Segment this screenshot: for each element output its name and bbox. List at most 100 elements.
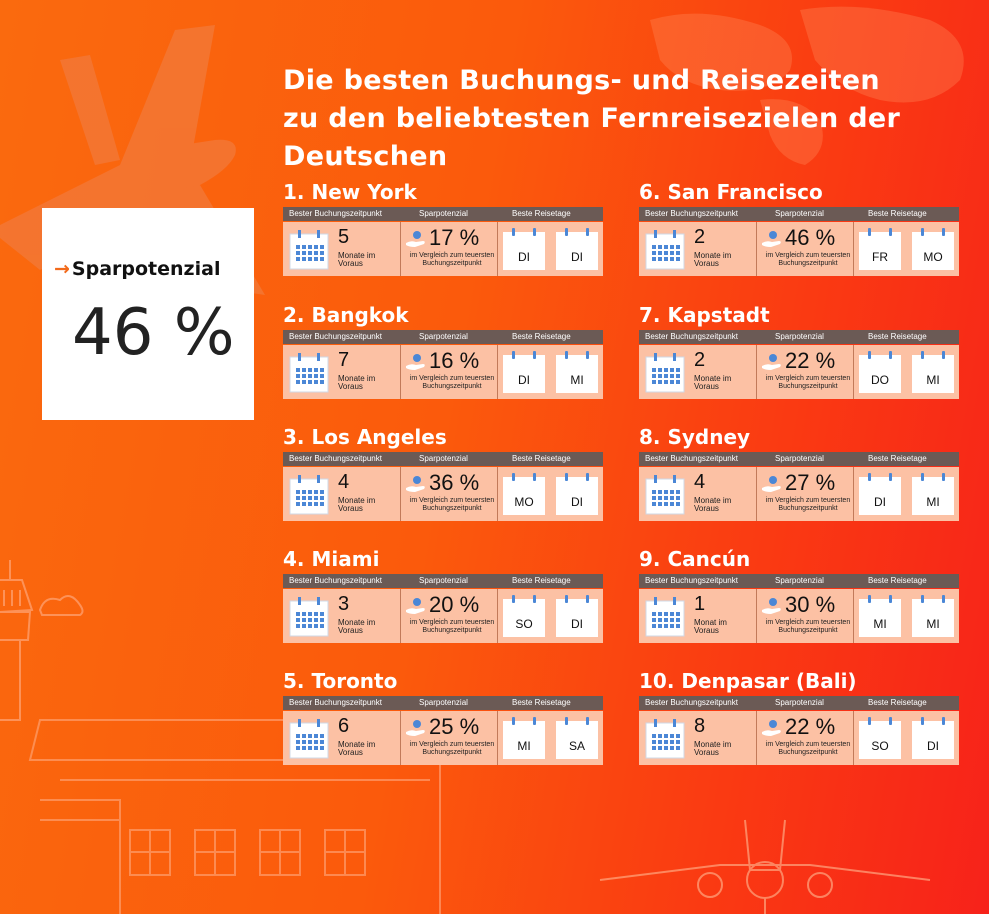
card-body: 6 Monate im Voraus 25 % im Vergleich zum… (283, 711, 603, 765)
column-header-bar: Bester Buchungszeitpunkt Sparpotenzial B… (639, 330, 959, 344)
day-calendar-icon: DI (912, 717, 954, 759)
column-header-bar: Bester Buchungszeitpunkt Sparpotenzial B… (283, 574, 603, 588)
header-savings: Sparpotenzial (419, 332, 468, 341)
months-value: 4 (338, 471, 350, 493)
savings-percent: 20 % (429, 592, 480, 617)
destination-name: 10. Denpasar (Bali) (639, 669, 857, 693)
calendar-icon (645, 475, 685, 515)
travel-day-2: DI (571, 495, 583, 509)
day-calendar-icon: MO (503, 473, 545, 515)
header-days: Beste Reisetage (512, 209, 571, 218)
hand-coin-icon (762, 231, 781, 247)
header-days: Beste Reisetage (868, 454, 927, 463)
column-header-bar: Bester Buchungszeitpunkt Sparpotenzial B… (639, 574, 959, 588)
day-calendar-icon: DI (556, 595, 598, 637)
header-booking: Bester Buchungszeitpunkt (289, 454, 382, 463)
travel-day-2: MI (926, 495, 940, 509)
destination-name: 6. San Francisco (639, 180, 823, 204)
header-savings: Sparpotenzial (775, 454, 824, 463)
world-map-illustration (650, 6, 964, 165)
divider (853, 345, 854, 399)
savings-percent-label: im Vergleich zum teuersten Buchungszeitp… (409, 497, 495, 512)
divider (400, 222, 401, 276)
title-line: Deutschen (283, 141, 448, 172)
divider (853, 467, 854, 521)
card-body: 2 Monate im Voraus 46 % im Vergleich zum… (639, 222, 959, 276)
calendar-icon (289, 597, 329, 637)
months-label: Monate im Voraus (694, 740, 732, 757)
travel-day-2: DI (571, 250, 583, 264)
travel-day-1: SO (871, 739, 889, 753)
savings-percent: 27 % (785, 470, 836, 495)
travel-day-1: DI (874, 495, 886, 509)
hand-coin-icon (762, 476, 781, 492)
header-booking: Bester Buchungszeitpunkt (289, 698, 382, 707)
page-title: Die besten Buchungs- und Reisezeiten zu … (283, 62, 900, 176)
title-line: Die besten Buchungs- und Reisezeiten (283, 65, 880, 96)
divider (756, 222, 757, 276)
hand-coin-icon (406, 476, 425, 492)
savings-percent: 17 % (429, 225, 480, 250)
divider (756, 345, 757, 399)
header-savings: Sparpotenzial (775, 576, 824, 585)
hand-coin-icon (762, 720, 781, 736)
divider (400, 711, 401, 765)
header-days: Beste Reisetage (868, 332, 927, 341)
savings-percent-label: im Vergleich zum teuersten Buchungszeitp… (765, 741, 851, 756)
divider (756, 467, 757, 521)
day-calendar-icon: MI (556, 351, 598, 393)
savings-percent: 36 % (429, 470, 480, 495)
destination-name: 3. Los Angeles (283, 425, 447, 449)
hand-coin-icon (762, 598, 781, 614)
header-savings: Sparpotenzial (775, 698, 824, 707)
months-label: Monat im Voraus (694, 618, 727, 635)
months-value: 2 (694, 226, 706, 248)
day-calendar-icon: MI (912, 473, 954, 515)
divider (497, 711, 498, 765)
day-calendar-icon: SA (556, 717, 598, 759)
day-calendar-icon: DI (556, 228, 598, 270)
header-booking: Bester Buchungszeitpunkt (645, 332, 738, 341)
travel-day-1: MI (873, 617, 887, 631)
travel-day-2: MI (926, 373, 940, 387)
divider (853, 222, 854, 276)
travel-day-1: SO (515, 617, 533, 631)
divider (497, 345, 498, 399)
savings-percent-label: im Vergleich zum teuersten Buchungszeitp… (409, 252, 495, 267)
savings-percent-label: im Vergleich zum teuersten Buchungszeitp… (765, 252, 851, 267)
column-header-bar: Bester Buchungszeitpunkt Sparpotenzial B… (283, 696, 603, 710)
calendar-icon (645, 353, 685, 393)
divider (400, 345, 401, 399)
card-body: 7 Monate im Voraus 16 % im Vergleich zum… (283, 345, 603, 399)
day-calendar-icon: SO (503, 595, 545, 637)
divider (853, 711, 854, 765)
travel-day-2: DI (927, 739, 939, 753)
day-calendar-icon: SO (859, 717, 901, 759)
months-label: Monate im Voraus (338, 374, 376, 391)
months-label: Monate im Voraus (694, 496, 732, 513)
savings-percent: 25 % (429, 714, 480, 739)
calendar-icon (645, 230, 685, 270)
column-header-bar: Bester Buchungszeitpunkt Sparpotenzial B… (283, 452, 603, 466)
divider (497, 467, 498, 521)
savings-percent-label: im Vergleich zum teuersten Buchungszeitp… (409, 375, 495, 390)
calendar-icon (289, 230, 329, 270)
months-value: 3 (338, 593, 350, 615)
months-value: 5 (338, 226, 350, 248)
day-calendar-icon: DI (859, 473, 901, 515)
destination-name: 7. Kapstadt (639, 303, 770, 327)
column-header-bar: Bester Buchungszeitpunkt Sparpotenzial B… (639, 696, 959, 710)
header-days: Beste Reisetage (868, 209, 927, 218)
hand-coin-icon (406, 231, 425, 247)
months-label: Monate im Voraus (694, 251, 732, 268)
header-days: Beste Reisetage (512, 454, 571, 463)
savings-percent-label: im Vergleich zum teuersten Buchungszeitp… (409, 619, 495, 634)
header-days: Beste Reisetage (512, 576, 571, 585)
day-calendar-icon: DI (503, 351, 545, 393)
header-savings: Sparpotenzial (775, 209, 824, 218)
header-savings: Sparpotenzial (419, 209, 468, 218)
hand-coin-icon (762, 354, 781, 370)
day-calendar-icon: MI (912, 351, 954, 393)
header-booking: Bester Buchungszeitpunkt (645, 698, 738, 707)
